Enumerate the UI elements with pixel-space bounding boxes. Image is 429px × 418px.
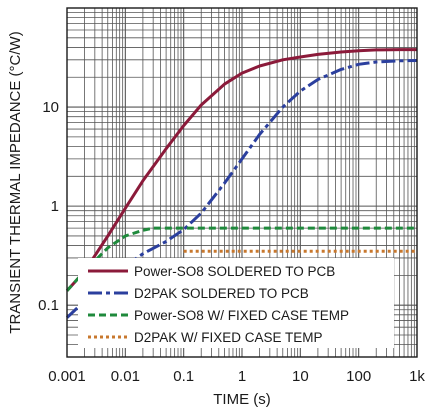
plot-frame [66, 7, 418, 358]
x-tick-label: 1k [409, 368, 425, 385]
legend-label-3: D2PAK W/ FIXED CASE TEMP [134, 330, 323, 345]
y-tick-label: 10 [42, 99, 59, 116]
x-tick-label: 100 [346, 368, 371, 385]
legend-label-0: Power-SO8 SOLDERED TO PCB [134, 264, 335, 279]
x-axis-title: TIME (s) [213, 391, 271, 408]
y-tick-label: 0.1 [38, 297, 59, 314]
y-tick-label: 1 [51, 198, 59, 215]
x-tick-label: 0.001 [48, 368, 86, 385]
legend-label-1: D2PAK SOLDERED TO PCB [134, 286, 309, 301]
x-tick-label: 0.1 [173, 368, 194, 385]
series-line-2 [65, 226, 417, 292]
x-tick-label: 0.01 [111, 368, 140, 385]
legend-label-2: Power-SO8 W/ FIXED CASE TEMP [134, 308, 349, 323]
tick-labels: 0.001 0.01 0.1 1 10 100 1k 0.1 1 10 [38, 99, 425, 385]
x-tick-label: 10 [292, 368, 309, 385]
legend: Power-SO8 SOLDERED TO PCB D2PAK SOLDERED … [78, 258, 394, 348]
y-axis-title: TRANSIENT THERMAL IMPEDANCE (°C/W) [7, 31, 24, 333]
x-tick-label: 1 [238, 368, 246, 385]
legend-box [78, 258, 394, 348]
series-line-0 [65, 48, 417, 292]
